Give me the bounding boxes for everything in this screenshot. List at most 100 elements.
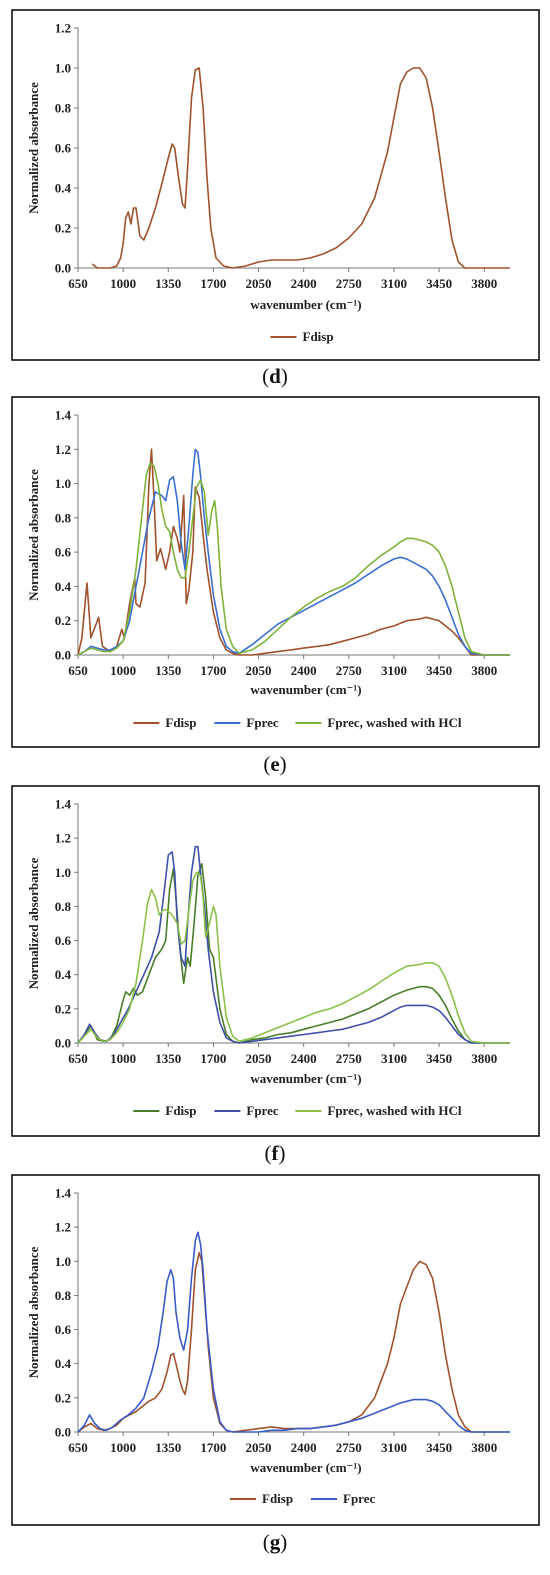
x-axis-label: wavenumber (cm⁻¹)	[250, 297, 361, 312]
y-tick-label: 0.0	[55, 261, 71, 276]
y-tick-label: 0.4	[55, 1356, 72, 1371]
legend-entry: Fprec	[246, 1103, 278, 1118]
x-tick-label: 2050	[246, 276, 272, 291]
x-tick-label: 3800	[471, 1051, 497, 1066]
y-tick-label: 0.4	[55, 579, 72, 594]
y-tick-label: 0.2	[55, 1390, 71, 1405]
x-tick-label: 1000	[110, 276, 136, 291]
legend-entry: Fdisp	[165, 1103, 196, 1118]
y-tick-label: 1.2	[55, 831, 71, 846]
x-tick-label: 650	[68, 276, 88, 291]
y-tick-label: 0.0	[55, 1036, 71, 1051]
x-tick-label: 2050	[246, 1051, 272, 1066]
series-line-3	[77, 462, 510, 656]
panel-frame	[11, 396, 540, 748]
y-tick-label: 0.6	[55, 1322, 72, 1337]
x-tick-label: 650	[68, 1051, 88, 1066]
panel-caption: (f)	[265, 1141, 286, 1165]
y-tick-label: 0.4	[55, 967, 72, 982]
x-tick-label: 3450	[426, 1440, 452, 1455]
x-tick-label: 3100	[381, 276, 407, 291]
series-line-2	[77, 1231, 510, 1433]
x-tick-label: 1350	[155, 276, 181, 291]
y-tick-label: 0.6	[55, 545, 72, 560]
x-tick-label: 1700	[200, 1440, 226, 1455]
y-tick-label: 0.8	[55, 1288, 72, 1303]
x-tick-label: 3100	[381, 1440, 407, 1455]
x-tick-label: 1350	[155, 1051, 181, 1066]
panel-frame	[11, 1174, 540, 1526]
x-tick-label: 3450	[426, 663, 452, 678]
x-tick-label: 2750	[336, 663, 362, 678]
x-tick-label: 1000	[110, 1051, 136, 1066]
y-tick-label: 0.6	[55, 933, 72, 948]
panel-caption: (e)	[263, 752, 286, 776]
x-tick-label: 3100	[381, 663, 407, 678]
panel-caption: (g)	[263, 1530, 288, 1554]
x-tick-label: 2400	[291, 663, 317, 678]
legend-entry: Fdisp	[303, 329, 334, 344]
x-tick-label: 1000	[110, 663, 136, 678]
legend-entry: Fprec, washed with HCl	[327, 715, 461, 730]
x-tick-label: 3800	[471, 1440, 497, 1455]
x-tick-label: 1350	[155, 1440, 181, 1455]
series-line-2	[77, 845, 510, 1044]
y-axis-label: Normalized absorbance	[26, 1246, 41, 1378]
chart-panel-d: 0.0 0.2 0.4 0.6 0.8 1.0 1.2 650 1000 1350 1700 2050…	[11, 9, 540, 388]
y-tick-label: 1.4	[55, 408, 72, 423]
x-tick-label: 3800	[471, 663, 497, 678]
x-tick-label: 1700	[200, 1051, 226, 1066]
x-tick-label: 2750	[336, 276, 362, 291]
y-tick-label: 1.4	[55, 1186, 72, 1201]
legend-entry: Fprec	[246, 715, 278, 730]
x-tick-label: 1700	[200, 663, 226, 678]
y-tick-label: 0.2	[55, 1001, 71, 1016]
x-tick-label: 2750	[336, 1051, 362, 1066]
x-tick-label: 3100	[381, 1051, 407, 1066]
x-axis-label: wavenumber (cm⁻¹)	[250, 1071, 361, 1086]
legend-entry: Fprec	[343, 1491, 375, 1506]
x-tick-label: 1700	[200, 276, 226, 291]
series-line-1	[77, 1252, 510, 1433]
legend-entry: Fdisp	[165, 715, 196, 730]
y-tick-label: 1.2	[55, 1220, 71, 1235]
series-line-3	[77, 871, 510, 1044]
x-tick-label: 3450	[426, 1051, 452, 1066]
chart-panel-g: 0.0 0.2 0.4 0.6 0.8 1.0 1.2 1.4 650 1000 1350 1700 2…	[11, 1174, 540, 1554]
legend-entry: Fdisp	[262, 1491, 293, 1506]
x-tick-label: 2400	[291, 276, 317, 291]
y-axis-label: Normalized absorbance	[26, 469, 41, 601]
x-tick-label: 2750	[336, 1440, 362, 1455]
series-line-2	[77, 448, 510, 656]
panel-frame	[11, 9, 540, 361]
x-tick-label: 2400	[291, 1051, 317, 1066]
y-tick-label: 1.0	[55, 865, 71, 880]
y-tick-label: 1.2	[55, 21, 71, 36]
y-tick-label: 0.8	[55, 101, 72, 116]
series-line-1	[91, 67, 510, 269]
y-tick-label: 0.8	[55, 899, 72, 914]
y-tick-label: 0.2	[55, 221, 71, 236]
x-tick-label: 2400	[291, 1440, 317, 1455]
y-tick-label: 1.4	[55, 797, 72, 812]
y-tick-label: 1.0	[55, 61, 71, 76]
legend-entry: Fprec, washed with HCl	[327, 1103, 461, 1118]
x-tick-label: 650	[68, 1440, 88, 1455]
panel-frame	[11, 785, 540, 1137]
y-axis-label: Normalized absorbance	[26, 82, 41, 214]
y-tick-label: 1.2	[55, 442, 71, 457]
x-tick-label: 1350	[155, 663, 181, 678]
series-line-1	[77, 862, 510, 1044]
y-tick-label: 1.0	[55, 476, 71, 491]
x-axis-label: wavenumber (cm⁻¹)	[250, 1460, 361, 1475]
x-tick-label: 2050	[246, 1440, 272, 1455]
y-tick-label: 0.2	[55, 613, 71, 628]
x-axis-label: wavenumber (cm⁻¹)	[250, 682, 361, 697]
chart-panel-f: 0.0 0.2 0.4 0.6 0.8 1.0 1.2 1.4 650 1000 1350 1700 2…	[11, 785, 540, 1165]
x-tick-label: 3800	[471, 276, 497, 291]
chart-panel-e: 0.0 0.2 0.4 0.6 0.8 1.0 1.2 1.4 650 1000 1350 1700 2…	[11, 396, 540, 776]
x-tick-label: 3450	[426, 276, 452, 291]
x-tick-label: 1000	[110, 1440, 136, 1455]
y-tick-label: 0.4	[55, 181, 72, 196]
